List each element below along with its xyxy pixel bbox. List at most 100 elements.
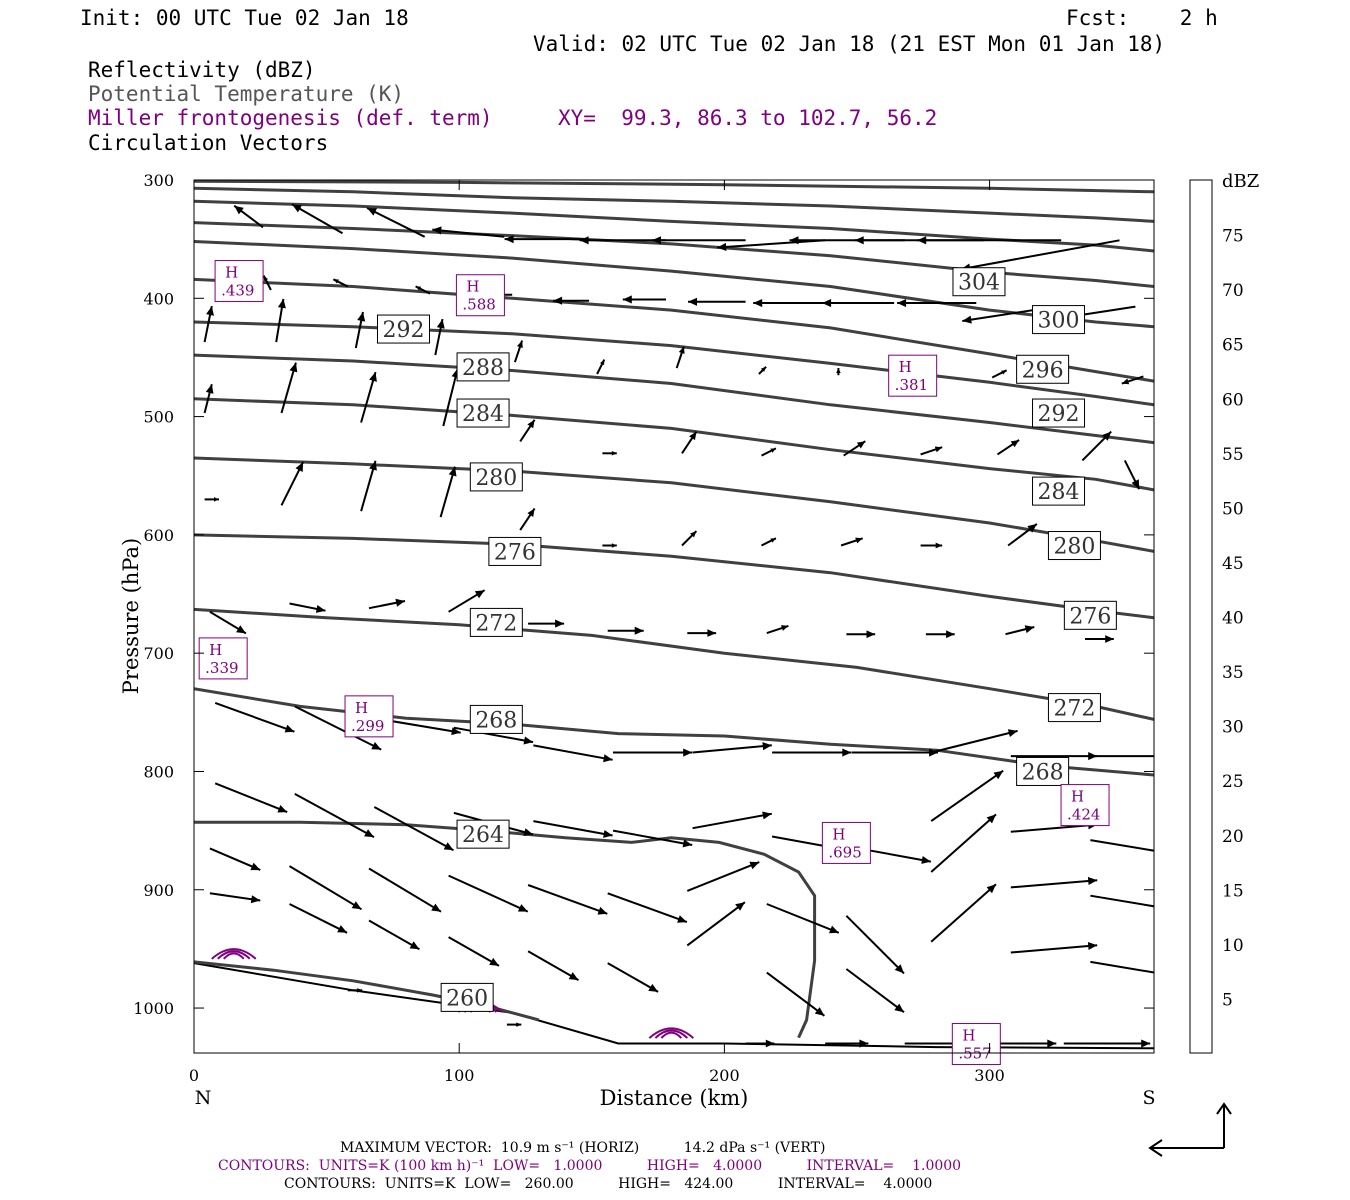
vector-head xyxy=(284,724,295,733)
vector-head xyxy=(683,748,693,757)
frontogenesis-maximum-value: .588 xyxy=(462,296,495,314)
isentrope-label-box xyxy=(456,819,510,849)
circulation-vector xyxy=(432,226,505,238)
isentrope-label-box xyxy=(469,704,523,734)
vector-head xyxy=(1167,971,1177,979)
circulation-vector xyxy=(204,497,219,502)
vector-head xyxy=(250,862,261,871)
vector-head xyxy=(678,346,685,354)
circulation-vector xyxy=(448,874,529,913)
vector-head xyxy=(934,446,943,453)
isentrope-288 xyxy=(194,353,1154,445)
x-axis-label: Distance (km) xyxy=(600,1086,749,1110)
vector-head xyxy=(568,972,579,981)
vector-shaft xyxy=(291,203,343,235)
circulation-vector xyxy=(1010,942,1098,954)
vector-head xyxy=(842,748,852,757)
vector-head xyxy=(935,542,943,549)
frontogenesis-maximum-label: H xyxy=(355,699,368,717)
vector-head xyxy=(1027,523,1037,533)
vector-shaft xyxy=(612,829,693,846)
isentrope-label: 288 xyxy=(456,352,510,382)
isentrope-label-box xyxy=(1016,756,1070,786)
colorbar-level-label: 50 xyxy=(1222,499,1244,519)
vector-head xyxy=(527,419,535,429)
circulation-vector xyxy=(519,419,536,442)
vector-head xyxy=(1102,431,1112,441)
circulation-vector xyxy=(294,705,382,751)
circulation-vector xyxy=(275,298,286,343)
circulation-vector xyxy=(607,962,659,993)
frontogenesis-maximum: H.424 xyxy=(1060,784,1110,827)
vector-shaft xyxy=(930,769,1004,822)
isentrope-label-box xyxy=(952,267,1006,297)
frontogenesis-maximum: H.588 xyxy=(455,274,505,317)
isentrope-label-box xyxy=(469,462,523,492)
y-tick-label: 300 xyxy=(143,171,174,190)
vector-shaft xyxy=(1090,960,1154,974)
vector-head xyxy=(829,925,839,934)
vector-shaft xyxy=(607,962,659,993)
vector-head xyxy=(415,286,422,291)
circulation-vector xyxy=(360,371,377,423)
vector-head xyxy=(1167,905,1177,913)
vector-head xyxy=(789,236,799,245)
isentrope-label-text: 284 xyxy=(462,402,504,427)
y-tick-label: 900 xyxy=(143,881,174,900)
x-tick-label: 300 xyxy=(974,1066,1005,1085)
circulation-vector xyxy=(579,236,666,245)
isentrope-label: 292 xyxy=(1032,398,1086,428)
x-end-label-right: S xyxy=(1142,1087,1155,1109)
isentrope-label: 276 xyxy=(488,536,542,566)
isentrope-label-text: 276 xyxy=(494,540,536,565)
vector-shaft xyxy=(368,867,442,913)
vector-head xyxy=(1024,625,1035,634)
vector-head xyxy=(1168,752,1177,760)
circulation-vector xyxy=(533,820,613,838)
vector-head xyxy=(749,861,760,870)
vector-head xyxy=(986,884,996,894)
vector-shaft xyxy=(453,726,534,744)
y-tick-label: 500 xyxy=(143,408,174,427)
circulation-vector xyxy=(288,865,363,911)
vector-head xyxy=(603,754,613,763)
vector-head xyxy=(214,497,219,502)
circulation-vector xyxy=(203,305,214,343)
frontogenesis-maximum: H.381 xyxy=(888,354,938,397)
circulation-vector xyxy=(1090,894,1177,913)
vector-head xyxy=(1087,942,1098,950)
circulation-vector xyxy=(289,903,348,934)
vector-shaft xyxy=(373,806,454,852)
circulation-vector xyxy=(504,235,584,244)
circulation-vector xyxy=(845,968,905,1014)
x-tick-label: 0 xyxy=(189,1066,199,1085)
frontogenesis-maximum-value: .299 xyxy=(351,717,384,735)
vector-head xyxy=(369,460,377,471)
isentrope-label-text: 292 xyxy=(383,318,425,343)
vector-head xyxy=(600,359,605,366)
colorbar-level-label: 65 xyxy=(1222,336,1244,356)
circulation-vector xyxy=(354,311,366,349)
circulation-vector xyxy=(1007,523,1038,547)
y-tick-label: 400 xyxy=(143,289,174,308)
circulation-vector xyxy=(613,748,693,757)
vector-head xyxy=(579,236,589,245)
vector-shaft xyxy=(1090,839,1154,852)
frontogenesis-maximum-value: .557 xyxy=(958,1045,991,1063)
isentrope-label-box xyxy=(469,607,523,637)
isentrope-label-text: 268 xyxy=(1022,760,1064,785)
vector-head xyxy=(917,236,927,245)
frontogenesis-maximum: H.439 xyxy=(214,260,264,303)
frontogenesis-maximum-value: .439 xyxy=(221,282,254,300)
frontogenesis-contour-arc xyxy=(217,950,251,960)
isentrope-label-box xyxy=(456,398,510,428)
isentrope-label-text: 300 xyxy=(1038,309,1080,334)
vector-head xyxy=(762,811,772,820)
circulation-vector xyxy=(214,782,288,814)
circulation-vector xyxy=(527,884,608,915)
vector-head xyxy=(315,605,326,613)
frontogenesis-contour-arc xyxy=(211,948,257,960)
isentrope-label-box xyxy=(1032,398,1086,428)
isentrope-label-box xyxy=(440,982,494,1012)
vector-head xyxy=(1121,378,1130,385)
